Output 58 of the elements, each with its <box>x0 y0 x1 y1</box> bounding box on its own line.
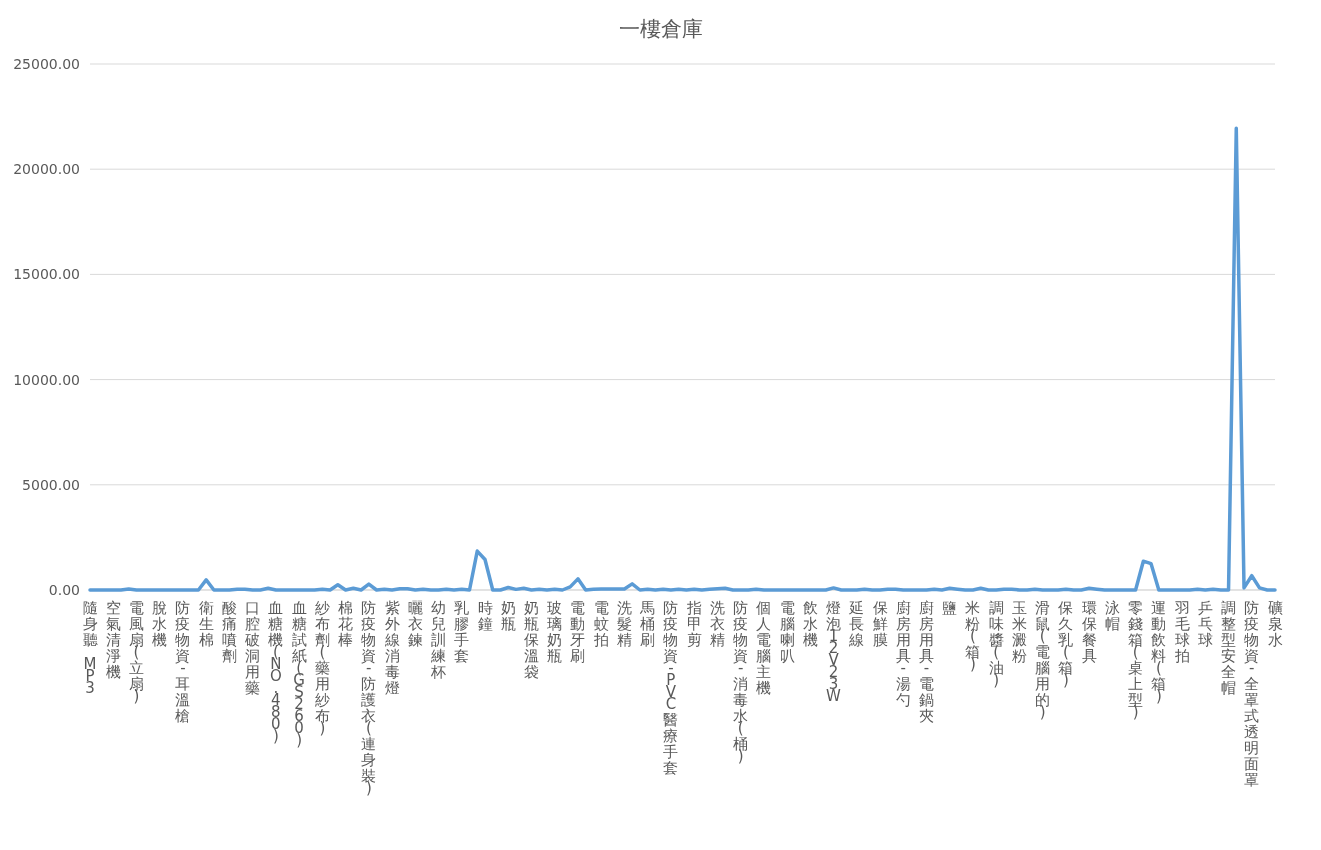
category-label: 血糖機(NO.480) <box>268 599 284 745</box>
x-tick-label: 酸痛噴劑 <box>221 599 237 665</box>
x-tick-label: 保久乳(箱) <box>1058 599 1074 689</box>
y-tick-label: 0.00 <box>48 582 80 598</box>
category-label: 紗布劑(藥用紗布) <box>314 599 330 737</box>
x-tick-label: 脫水機 <box>152 599 168 649</box>
x-tick-label: 電腦喇叭 <box>779 599 795 665</box>
x-tick-label: 防疫物資-耳溫槍 <box>175 599 191 725</box>
x-tick-label: 保鮮膜 <box>872 599 888 649</box>
x-tick-label: 幼兒訓練杯 <box>430 599 447 681</box>
x-tick-label: 個人電腦主機 <box>756 599 772 697</box>
x-tick-label: 奶瓶 <box>500 599 516 633</box>
x-tick-label: 羽毛球拍 <box>1173 599 1190 665</box>
category-label: 防疫物資-PVC醫療手套 <box>663 599 679 777</box>
x-tick-label: 廚房用具-電鍋夾 <box>918 599 934 725</box>
x-tick-label: 零錢箱(桌上型) <box>1128 599 1144 721</box>
x-tick-label: 紫外線消毒燈 <box>383 599 400 697</box>
x-tick-label: 米粉(箱) <box>965 599 981 673</box>
x-tick-label: 滑鼠(電腦用的) <box>1035 599 1051 721</box>
x-tick-label: 指甲剪 <box>685 599 702 649</box>
x-tick-label: 乒乓球 <box>1197 599 1213 649</box>
x-tick-label: 口腔破洞用藥 <box>244 599 261 697</box>
x-tick-label: 泳帽 <box>1104 599 1120 633</box>
chart-title: 一樓倉庫 <box>618 17 703 41</box>
x-tick-label: 調味醬(油) <box>988 599 1004 689</box>
y-tick-label: 5000.00 <box>22 476 80 493</box>
y-tick-label: 25000.00 <box>13 56 80 72</box>
x-tick-label: 棉花棒 <box>338 599 354 649</box>
y-tick-label: 15000.00 <box>13 266 80 283</box>
x-tick-label: 衛生棉 <box>198 599 214 649</box>
category-label: 防疫物資-防護衣(連身裝) <box>361 599 377 797</box>
x-tick-label: 飲水機 <box>802 599 818 649</box>
x-tick-label: 鹽 <box>942 599 958 617</box>
x-tick-label: 運動飲料(箱) <box>1151 599 1167 705</box>
x-tick-label: 礦泉水 <box>1267 599 1283 649</box>
x-tick-label: 環保餐具 <box>1081 599 1097 665</box>
category-label: 防疫物資-全罩式透明面罩 <box>1244 599 1260 789</box>
x-tick-label: 玻璃奶瓶 <box>547 599 563 665</box>
category-label: 防疫物資-消毒水(桶) <box>733 599 749 765</box>
x-tick-label: 電蚊拍 <box>592 599 609 649</box>
x-tick-label: 奶瓶保溫袋 <box>523 599 539 681</box>
x-tick-label: 空氣清淨機 <box>105 599 121 681</box>
y-tick-label: 10000.00 <box>13 371 80 388</box>
x-tick-label: 廚房用具-湯勺 <box>895 599 911 709</box>
x-tick-label: 乳膠手套 <box>454 599 470 665</box>
x-tick-label: 曬衣鍊 <box>407 599 423 649</box>
x-tick-label: 玉米澱粉 <box>1011 599 1027 665</box>
x-tick-label: 電動牙刷 <box>570 599 586 665</box>
x-tick-label: 延長線 <box>848 599 865 649</box>
x-tick-label: 隨身聽 MP3 <box>82 599 98 697</box>
x-tick-label: 燈泡12V23W <box>826 599 842 705</box>
line-series <box>88 126 1277 592</box>
x-tick-label: 洗髮精 <box>616 599 632 649</box>
x-tick-label: 調整型安全帽 <box>1221 599 1237 697</box>
x-tick-label: 洗衣精 <box>709 599 725 649</box>
x-tick-label: 時鐘 <box>477 599 493 633</box>
y-tick-label: 20000.00 <box>13 161 80 178</box>
x-tick-label: 馬桶刷 <box>639 599 656 649</box>
